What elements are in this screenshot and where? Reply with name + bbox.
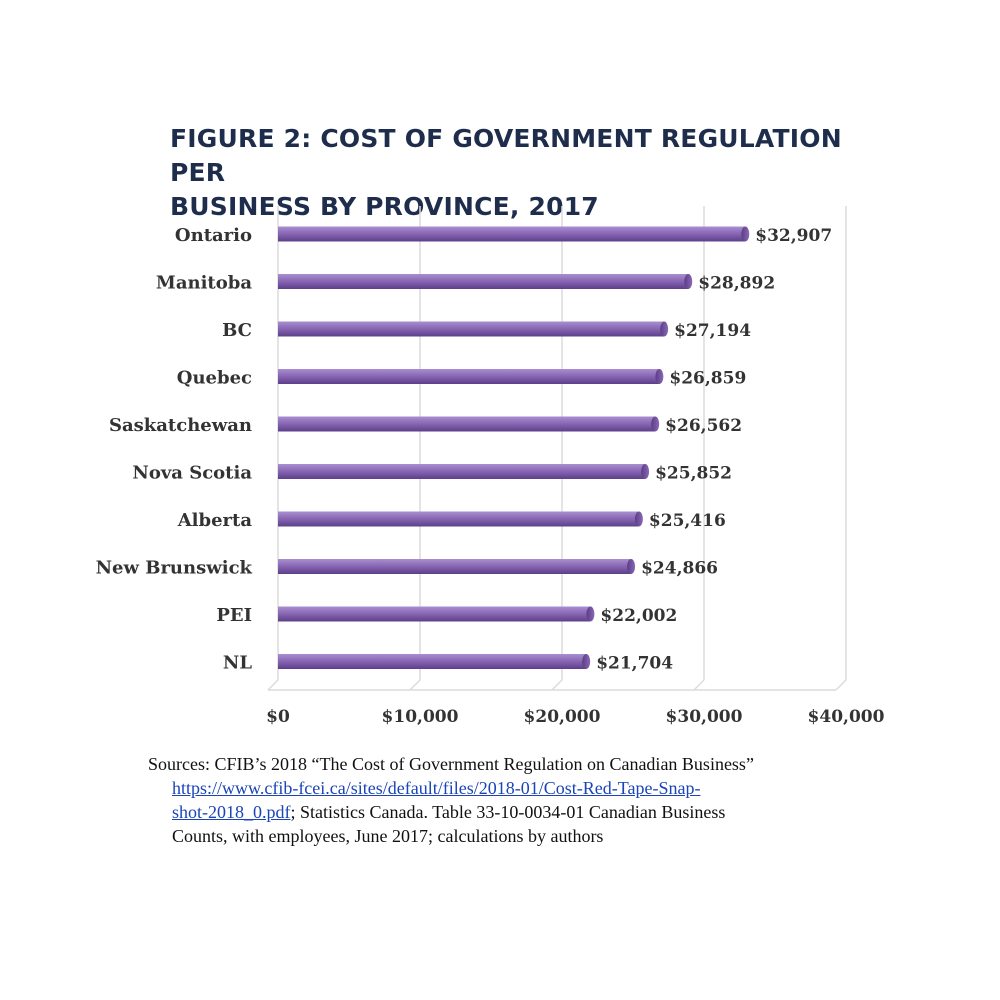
bars (278, 226, 750, 669)
source-note: Sources: CFIB’s 2018 “The Cost of Govern… (148, 752, 868, 848)
x-tick-label: $40,000 (808, 707, 885, 727)
source-after-link: ; Statistics Canada. Table 33-10-0034-01… (290, 802, 726, 822)
bar-body (278, 321, 665, 337)
data-label: $25,852 (655, 464, 732, 484)
data-label: $25,416 (649, 511, 726, 531)
bar (278, 559, 636, 574)
bar-body (278, 416, 656, 432)
bar-body (278, 606, 591, 622)
bar-body (278, 654, 587, 669)
source-link-line-1[interactable]: https://www.cfib-fcei.ca/sites/default/f… (172, 778, 701, 798)
category-label: Nova Scotia (132, 463, 252, 484)
category-label: Quebec (177, 368, 252, 389)
bar-body (278, 226, 746, 242)
data-label: $32,907 (755, 226, 832, 246)
bar-body (278, 559, 632, 574)
bar (278, 274, 693, 289)
bar (278, 464, 650, 479)
source-line-4: Counts, with employees, June 2017; calcu… (172, 826, 604, 846)
category-label: Ontario (175, 225, 252, 246)
bar-cap (641, 464, 650, 479)
category-labels: Ontario Manitoba BC Quebec Saskatchewan Nova … (96, 225, 253, 674)
chart-title-line-2: BUSINESS BY PROVINCE, 2017 (170, 192, 599, 221)
bar-chart: Ontario Manitoba BC Quebec Saskatchewan Nova … (96, 206, 885, 727)
bar-cap (660, 321, 669, 337)
bar (278, 606, 595, 622)
x-tick-label: $30,000 (666, 707, 743, 727)
gridline-floor (409, 679, 421, 691)
bar-cap (586, 606, 595, 622)
category-label: New Brunswick (96, 558, 253, 579)
bar-cap (582, 654, 591, 669)
bar-body (278, 369, 660, 384)
x-tick-label: $0 (266, 707, 290, 727)
bar (278, 416, 660, 432)
bar (278, 654, 591, 669)
data-label: $21,704 (596, 654, 673, 674)
gridline-floor (551, 679, 563, 691)
bar-cap (741, 226, 750, 242)
bar (278, 321, 669, 337)
source-link-line-2[interactable]: shot-2018_0.pdf (172, 802, 291, 822)
category-label: PEI (216, 605, 252, 626)
data-label: $27,194 (674, 321, 751, 341)
x-tick-label: $10,000 (382, 707, 459, 727)
bar (278, 226, 750, 242)
x-tick-label: $20,000 (524, 707, 601, 727)
data-label: $26,859 (669, 369, 746, 389)
bar-cap (651, 416, 660, 432)
x-axis-tick-labels: $0 $10,000 $20,000 $30,000 $40,000 (266, 707, 884, 727)
bar (278, 369, 664, 384)
gridline-floor (835, 679, 847, 691)
bar-cap (634, 511, 643, 527)
data-label: $26,562 (665, 416, 742, 436)
data-label: $28,892 (698, 274, 775, 294)
category-label: BC (222, 320, 252, 341)
bar-cap (627, 559, 636, 574)
value-labels: $32,907 $28,892 $27,194 $26,859 $26,562 $25,8… (596, 226, 832, 674)
bar (278, 511, 643, 527)
chart-title-line-1: FIGURE 2: COST OF GOVERNMENT REGULATION … (170, 124, 842, 187)
bar-body (278, 464, 646, 479)
bar-cap (655, 369, 664, 384)
chart-title: FIGURE 2: COST OF GOVERNMENT REGULATION … (170, 122, 870, 224)
gridline-floor (693, 679, 705, 691)
bar-body (278, 511, 639, 527)
category-label: NL (223, 653, 252, 674)
category-label: Saskatchewan (109, 415, 252, 436)
source-line-1: Sources: CFIB’s 2018 “The Cost of Govern… (148, 754, 754, 774)
source-indented-block: https://www.cfib-fcei.ca/sites/default/f… (148, 776, 868, 848)
bar-body (278, 274, 689, 289)
category-label: Alberta (177, 510, 253, 531)
category-label: Manitoba (156, 273, 252, 294)
gridline-floor (267, 679, 279, 691)
data-label: $24,866 (641, 559, 718, 579)
data-label: $22,002 (600, 606, 677, 626)
bar-cap (684, 274, 693, 289)
